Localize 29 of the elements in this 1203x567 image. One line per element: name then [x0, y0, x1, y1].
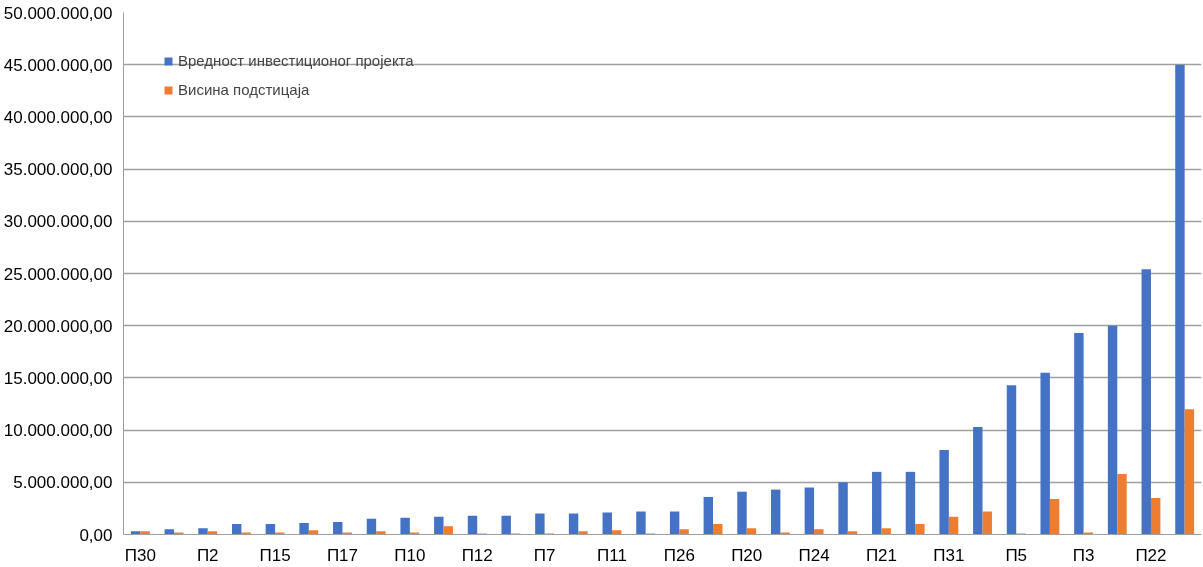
x-tick-label: П3: [1072, 545, 1095, 565]
x-tick-label: П12: [461, 545, 493, 565]
y-tick-label: 0,00: [79, 525, 113, 545]
y-tick-label: 35.000.000,00: [3, 160, 113, 180]
y-tick-label: 40.000.000,00: [3, 107, 113, 127]
x-tick-label: П24: [798, 545, 830, 565]
y-tick-label: 20.000.000,00: [3, 316, 113, 336]
x-tick-label: П26: [663, 545, 695, 565]
legend-label: Висина подстицаја: [178, 81, 310, 98]
x-tick-label: П20: [731, 545, 763, 565]
x-tick-label: П7: [533, 545, 556, 565]
legend-label: Вредност инвестиционог пројекта: [178, 52, 414, 69]
y-tick-label: 15.000.000,00: [3, 368, 113, 388]
y-tick-label: 10.000.000,00: [3, 421, 113, 441]
x-tick-label: П15: [259, 545, 291, 565]
x-tick-label: П5: [1005, 545, 1028, 565]
y-tick-label: 50.000.000,00: [3, 3, 113, 23]
x-tick-label: П2: [196, 545, 219, 565]
x-tick-label: П10: [394, 545, 426, 565]
y-tick-label: 45.000.000,00: [3, 55, 113, 75]
y-tick-label: 5.000.000,00: [13, 473, 113, 493]
x-tick-label: П30: [124, 545, 156, 565]
y-tick-label: 25.000.000,00: [3, 264, 113, 284]
x-tick-label: П22: [1135, 545, 1167, 565]
x-tick-label: П31: [933, 545, 965, 565]
x-tick-label: П17: [326, 545, 359, 565]
x-tick-label: П21: [865, 545, 898, 565]
x-tick-label: П11: [597, 545, 627, 565]
y-tick-label: 30.000.000,00: [3, 212, 113, 232]
